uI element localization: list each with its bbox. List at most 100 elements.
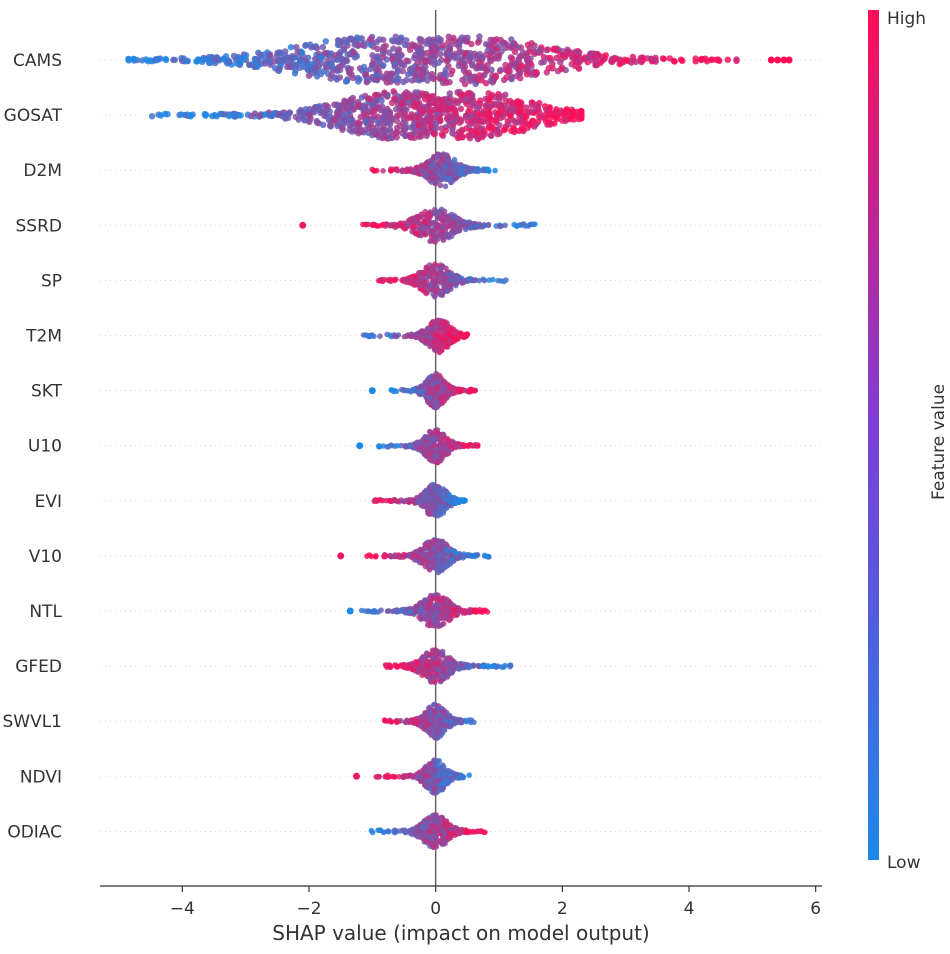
outlier-point — [346, 607, 354, 615]
shap-point — [538, 114, 545, 121]
shap-point — [724, 56, 731, 63]
shap-point — [380, 107, 387, 115]
shap-point — [423, 487, 430, 494]
shap-point — [413, 553, 420, 559]
shap-point — [234, 53, 241, 61]
shap-point — [433, 385, 440, 391]
shap-point — [447, 282, 454, 289]
shap-point — [426, 563, 432, 569]
shap-point — [379, 276, 385, 283]
shap-point — [502, 222, 508, 229]
shap-point — [488, 132, 495, 139]
shap-point — [360, 40, 367, 47]
shap-point — [403, 106, 410, 113]
shap-point — [452, 175, 459, 181]
shap-point — [326, 61, 333, 68]
shap-point — [282, 115, 289, 122]
shap-point — [492, 167, 498, 174]
shap-point — [407, 442, 414, 449]
shap-point — [267, 112, 275, 120]
shap-point — [222, 53, 230, 60]
shap-point — [419, 70, 427, 77]
shap-point — [371, 106, 379, 114]
shap-point — [422, 167, 428, 173]
shap-point — [307, 111, 314, 119]
shap-point — [521, 120, 528, 127]
shap-point — [472, 387, 479, 394]
shap-point — [508, 55, 516, 62]
shap-point — [427, 157, 434, 164]
shap-point — [427, 445, 433, 452]
shap-point — [360, 332, 367, 338]
shap-point — [365, 333, 372, 339]
shap-point — [524, 41, 532, 48]
shap-point — [428, 179, 435, 185]
shap-point — [437, 182, 444, 189]
shap-point — [371, 333, 377, 340]
shap-point — [501, 126, 509, 133]
shap-point — [587, 50, 595, 57]
shap-point — [293, 44, 300, 51]
shap-point — [380, 123, 387, 130]
shap-point — [377, 333, 383, 340]
shap-point — [442, 388, 449, 394]
shap-point — [438, 499, 445, 505]
shap-point — [449, 67, 456, 74]
shap-point — [411, 216, 418, 223]
shap-point — [432, 400, 439, 406]
shap-point — [439, 320, 446, 326]
shap-point — [266, 52, 273, 59]
shap-point — [473, 124, 480, 131]
shap-point — [429, 595, 436, 601]
shap-point — [485, 222, 492, 229]
feature-row-ssrd — [299, 206, 538, 245]
shap-point — [528, 102, 535, 109]
shap-point — [514, 98, 521, 105]
shap-point — [318, 60, 326, 67]
shap-point — [480, 276, 487, 283]
shap-point — [416, 439, 423, 446]
shap-point — [602, 52, 609, 59]
shap-point — [276, 49, 283, 56]
shap-point — [438, 97, 445, 104]
shap-point — [358, 94, 366, 101]
shap-point — [429, 53, 437, 60]
shap-point — [426, 224, 432, 230]
shap-point — [418, 611, 425, 618]
shap-point — [533, 69, 540, 76]
feature-row-t2m — [360, 317, 471, 356]
shap-point — [482, 51, 490, 58]
shap-point — [387, 498, 394, 505]
shap-point — [301, 116, 308, 123]
shap-point — [516, 108, 523, 115]
shap-point — [293, 62, 300, 69]
shap-point — [389, 55, 396, 63]
shap-point — [659, 55, 667, 62]
shap-point — [495, 93, 502, 101]
shap-point — [339, 119, 347, 127]
shap-point — [452, 277, 458, 283]
shap-point — [484, 609, 491, 615]
shap-point — [391, 277, 398, 284]
shap-point — [459, 126, 466, 133]
shap-point — [522, 104, 530, 111]
shap-point — [491, 38, 499, 45]
shap-point — [193, 58, 200, 65]
shap-point — [420, 92, 428, 99]
shap-point — [442, 104, 449, 111]
shap-point — [355, 130, 362, 137]
shap-point — [405, 131, 413, 139]
shap-point — [400, 554, 407, 560]
shap-point — [462, 277, 468, 284]
shap-point — [339, 126, 346, 133]
shap-point — [436, 547, 442, 554]
shap-point — [380, 168, 386, 174]
shap-point — [151, 57, 159, 64]
shap-point — [420, 270, 427, 277]
shap-point — [438, 173, 445, 180]
shap-point — [393, 333, 400, 340]
shap-point — [346, 36, 354, 43]
shap-point — [470, 277, 477, 283]
shap-point — [459, 171, 465, 177]
